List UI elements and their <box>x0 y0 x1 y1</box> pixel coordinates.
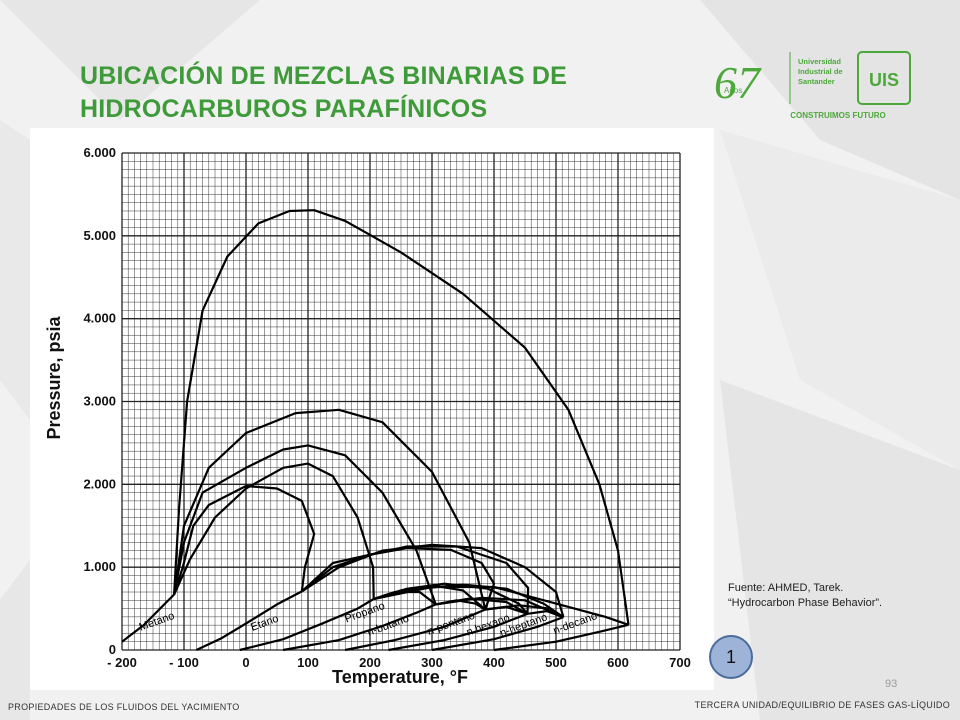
critical-locus-curve <box>173 209 630 625</box>
university-line-1: Universidad <box>798 57 841 66</box>
critical-locus-curve <box>301 547 496 610</box>
page-badge[interactable]: 1 <box>709 635 753 679</box>
source-note: Fuente: AHMED, Tarek. “Hydrocarbon Phase… <box>728 581 953 611</box>
y-tick-label: 6.000 <box>83 145 116 160</box>
y-tick-label: 0 <box>109 642 116 657</box>
y-tick-label: 4.000 <box>83 311 116 326</box>
critical-locus-curve <box>173 484 316 595</box>
vapor-pressure-curve <box>493 623 629 652</box>
slide-number: 93 <box>885 678 898 690</box>
source-line-1: Fuente: AHMED, Tarek. <box>728 582 844 594</box>
critical-locus-curve <box>301 543 565 618</box>
x-tick-label: 0 <box>242 655 249 670</box>
university-logo: 67 Años Universidad Industrial de Santan… <box>708 44 918 124</box>
vapor-pressure-curve <box>283 603 437 652</box>
vapor-pressure-curve <box>344 608 486 652</box>
vapor-pressure-curve <box>195 590 303 651</box>
uis-acronym: UIS <box>869 70 899 90</box>
anniversary-number: 67 <box>714 57 762 108</box>
x-tick-label: 400 <box>483 655 505 670</box>
vapor-pressure-curve <box>431 616 564 652</box>
critical-locus-curve <box>373 585 629 626</box>
phase-diagram-chart: - 200 - 100 0 100 200 300 400 500 600 700 0 1.000 2.… <box>30 128 714 690</box>
chart-grid <box>121 152 681 651</box>
vapor-pressure-curve <box>388 612 528 652</box>
y-axis-label: Pressure, psia <box>44 315 64 439</box>
y-tick-label: 5.000 <box>83 228 116 243</box>
x-tick-label: 500 <box>545 655 567 670</box>
y-tick-label: 3.000 <box>83 394 116 409</box>
x-tick-label: 600 <box>607 655 629 670</box>
x-axis-label: Temperature, °F <box>332 667 468 687</box>
component-label: n-butano <box>366 613 411 639</box>
x-tick-label: - 100 <box>169 655 199 670</box>
component-label: Metano <box>138 610 177 634</box>
critical-locus-curve <box>173 444 437 605</box>
uis-emblem <box>857 51 911 105</box>
critical-locus-curve <box>527 610 564 619</box>
y-tick-label: 2.000 <box>83 476 116 491</box>
university-line-2: Industrial de <box>798 67 843 76</box>
chart-svg: - 200 - 100 0 100 200 300 400 500 600 700 0 1.000 2.… <box>44 145 691 687</box>
x-tick-label: 300 <box>421 655 443 670</box>
logo-motto: CONSTRUIMOS FUTURO <box>790 111 886 120</box>
anniversary-word: Años <box>724 86 742 95</box>
vapor-pressure-curve <box>121 593 175 643</box>
footer-unit-name: TERCERA UNIDAD/EQUILIBRIO DE FASES GAS-L… <box>694 700 950 710</box>
chart-ticks: - 200 - 100 0 100 200 300 400 500 600 700 0 1.000 2.… <box>83 145 690 670</box>
x-tick-label: - 200 <box>107 655 137 670</box>
critical-locus-curve <box>301 545 530 614</box>
critical-locus-curve <box>485 604 564 619</box>
title-line-1: UBICACIÓN DE MEZCLAS BINARIAS DE <box>80 62 567 90</box>
university-line-3: Santander <box>798 77 835 86</box>
x-tick-label: 700 <box>669 655 691 670</box>
critical-locus-curve <box>173 462 375 600</box>
source-line-2: “Hydrocarbon Phase Behavior”. <box>728 597 883 609</box>
x-tick-label: 100 <box>297 655 319 670</box>
footer-course-name: PROPIEDADES DE LOS FLUIDOS DEL YACIMIENT… <box>8 702 240 712</box>
vapor-pressure-curve <box>239 598 375 652</box>
y-tick-label: 1.000 <box>83 559 116 574</box>
slide-title: UBICACIÓN DE MEZCLAS BINARIAS DE HIDROCA… <box>80 60 700 126</box>
title-line-2: HIDROCARBUROS PARAFÍNICOS <box>80 95 488 123</box>
critical-locus-curve <box>173 408 487 610</box>
chart-curves <box>121 209 630 652</box>
x-tick-label: 200 <box>359 655 381 670</box>
